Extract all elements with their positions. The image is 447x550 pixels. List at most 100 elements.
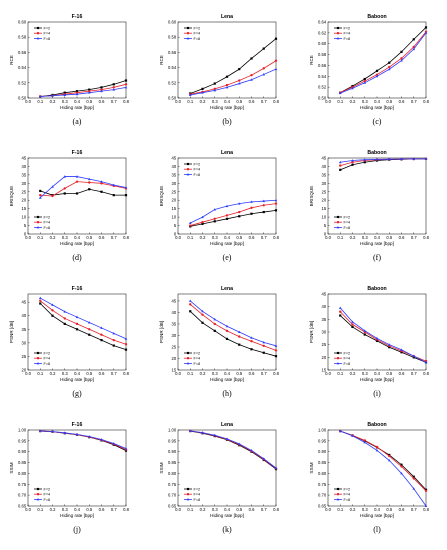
panel-title: Baboon	[367, 150, 386, 156]
data-point-F8	[424, 361, 428, 364]
data-point-F2	[225, 217, 229, 220]
legend-marker	[36, 498, 40, 501]
data-point-F8	[38, 95, 42, 98]
y-tick-label: 45	[172, 298, 177, 303]
data-point-F8	[225, 204, 229, 208]
y-tick-label: 0.52	[168, 80, 177, 85]
y-tick-label: 0.50	[18, 96, 27, 101]
x-tick-label: 0.7	[261, 371, 267, 376]
data-point-F2	[400, 50, 403, 53]
y-tick-label: 45	[22, 300, 27, 305]
x-tick-label: 0.6	[99, 99, 105, 104]
data-point-F8	[274, 198, 278, 202]
series-line-F8	[339, 307, 427, 363]
series-line-F8	[190, 68, 277, 96]
legend-marker	[336, 26, 340, 30]
data-point-F8	[338, 160, 342, 164]
data-point-F4	[201, 220, 204, 224]
series-line-F4	[190, 60, 277, 95]
legend-marker	[336, 357, 340, 360]
series-line-F2	[190, 209, 277, 227]
y-tick-label: 45	[322, 156, 327, 161]
data-point-F8	[87, 435, 91, 438]
y-tick-label: 0	[174, 232, 177, 237]
x-tick-label: 0.4	[74, 371, 80, 376]
x-tick-label: 0.8	[273, 99, 279, 104]
y-tick-label: 20	[172, 198, 177, 203]
panel-title: F-16	[72, 14, 83, 20]
y-axis-label: BRISQUE	[9, 186, 14, 207]
x-tick-label: 0.2	[200, 371, 206, 376]
data-point-F8	[51, 185, 54, 188]
x-tick-label: 0.5	[86, 235, 92, 240]
y-tick-label: 20	[22, 198, 27, 203]
y-tick-label: 40	[172, 164, 177, 169]
data-point-F8	[412, 487, 416, 490]
y-tick-label: 0.90	[318, 449, 327, 454]
legend-label: F=4	[344, 493, 351, 497]
y-tick-label: 25	[172, 344, 177, 349]
data-point-F2	[351, 325, 354, 329]
legend-marker	[336, 215, 340, 219]
data-point-F2	[124, 79, 128, 82]
data-point-F4	[412, 477, 415, 480]
data-point-F2	[189, 310, 192, 313]
data-point-F8	[112, 442, 116, 445]
panel-title: F-16	[72, 422, 83, 428]
data-point-F2	[400, 463, 403, 466]
chart-panel-j: F-16 0.0 0.1 0.2 0.3 0.4 0.5 0.6 0.7 0.8 0.65 0.70 0…	[9, 422, 130, 534]
legend-label: F=8	[44, 37, 51, 41]
data-point-F2	[274, 209, 278, 212]
data-point-F8	[201, 215, 204, 219]
x-tick-label: 0.8	[423, 235, 429, 240]
y-tick-label: 1.00	[18, 428, 27, 433]
data-point-F2	[88, 88, 91, 91]
data-point-F8	[400, 472, 403, 475]
data-point-F8	[351, 320, 354, 323]
y-tick-label: 0.95	[18, 438, 27, 443]
y-tick-label: 0	[24, 232, 27, 237]
y-tick-label: 1.00	[168, 428, 177, 433]
data-point-F4	[400, 465, 403, 468]
x-tick-label: 0.6	[99, 371, 105, 376]
y-tick-label: 0.65	[168, 504, 177, 509]
data-point-F8	[363, 81, 367, 84]
y-tick-label: 0	[324, 232, 327, 237]
y-tick-label: 30	[22, 340, 27, 345]
y-tick-label: 15	[22, 206, 27, 211]
chart-panel-l: Baboon 0.0 0.1 0.2 0.3 0.4 0.5 0.6 0.7 0.8 0.65 0.7…	[309, 422, 430, 534]
x-tick-label: 0.2	[200, 99, 206, 104]
data-point-F8	[250, 200, 253, 203]
data-point-F2	[63, 192, 66, 195]
legend-marker	[186, 498, 190, 501]
data-point-F2	[112, 344, 115, 347]
series-line-F8	[340, 32, 427, 94]
x-axis-label: Hiding rate [bpp]	[210, 377, 244, 382]
x-tick-label: 0.6	[399, 99, 405, 104]
data-point-F2	[274, 37, 278, 40]
y-tick-label: 45	[322, 292, 327, 297]
data-point-F8	[75, 432, 79, 436]
data-point-F2	[250, 212, 253, 215]
y-tick-label: 5	[24, 223, 27, 228]
data-point-F8	[375, 336, 379, 340]
x-tick-label: 0.4	[374, 235, 380, 240]
y-tick-label: 0.50	[168, 96, 177, 101]
x-tick-label: 0.2	[50, 371, 56, 376]
x-tick-label: 0.8	[123, 235, 129, 240]
x-tick-label: 0.6	[249, 371, 255, 376]
data-point-F8	[412, 157, 416, 160]
legend-label: F=4	[344, 221, 351, 225]
data-point-F8	[250, 449, 253, 452]
data-point-F4	[201, 313, 204, 316]
legend-label: F=2	[194, 351, 201, 355]
data-point-F8	[100, 438, 103, 441]
legend-label: F=8	[44, 362, 51, 366]
legend-label: F=4	[344, 32, 351, 36]
x-tick-label: 0.2	[50, 99, 56, 104]
data-point-F2	[201, 321, 204, 324]
panel-title: Baboon	[367, 14, 386, 20]
legend-label: F=8	[344, 37, 351, 41]
data-point-F8	[188, 299, 192, 302]
